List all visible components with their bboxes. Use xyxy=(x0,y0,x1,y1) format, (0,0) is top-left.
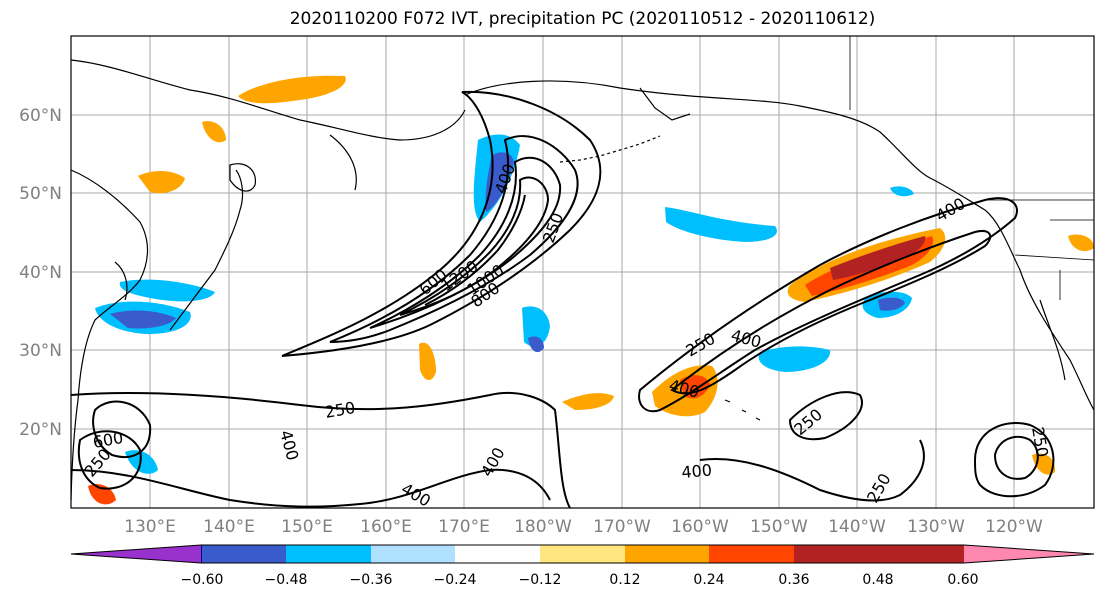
north-america-coast xyxy=(464,80,1095,411)
kamchatka-coast xyxy=(329,134,357,191)
colorbar-swatch xyxy=(794,545,878,563)
ivt-contours xyxy=(70,90,1055,509)
colorbar-extend-max xyxy=(964,545,1094,563)
lon-label: 140°W xyxy=(828,517,886,537)
aleutian-islands xyxy=(559,135,661,163)
precip-anomaly-positive xyxy=(1068,234,1094,252)
contour-400 xyxy=(329,135,579,343)
precip-anomaly-positive xyxy=(202,121,226,143)
colorbar-extend-min xyxy=(71,545,201,563)
precip-anomaly-negative xyxy=(890,186,914,197)
precip-anomaly-negative xyxy=(110,310,176,329)
lon-label: 120°W xyxy=(985,517,1043,537)
hokkaido-coast xyxy=(229,163,257,192)
colorbar-tick-label: −0.60 xyxy=(181,572,224,588)
contour-400-subtropical xyxy=(70,468,551,508)
lat-label: 20°N xyxy=(19,420,62,440)
colorbar-swatch xyxy=(709,545,794,563)
colorbar-tick-label: 0.60 xyxy=(947,572,978,588)
colorbar-swatch xyxy=(625,545,709,563)
hawaii-islands xyxy=(724,399,761,421)
contour-800 xyxy=(399,176,550,316)
lat-label: 60°N xyxy=(19,106,62,126)
latitude-labels: 60°N 50°N 40°N 30°N 20°N xyxy=(19,106,62,440)
colorbar-outline xyxy=(70,544,1095,564)
colorbar-swatch xyxy=(201,545,202,563)
lat-label: 50°N xyxy=(19,184,62,204)
baja-coast xyxy=(1039,299,1066,381)
colorbar-tick-label: −0.36 xyxy=(350,572,393,588)
precip-anomaly-positive xyxy=(562,393,614,410)
precip-anomaly-negative xyxy=(758,346,831,372)
contour-400-south xyxy=(699,439,925,502)
colorbar-swatch xyxy=(371,545,455,563)
colorbar-tick-label: 0.24 xyxy=(693,572,724,588)
colorbar-swatch xyxy=(540,545,625,563)
contour-400-west xyxy=(77,430,142,490)
longitude-labels: 130°E 140°E 150°E 160°E 170°E 180°W 170°… xyxy=(124,517,1043,537)
precip-anomaly-positive xyxy=(419,342,436,381)
graticule xyxy=(71,36,1094,508)
contour-250-se xyxy=(973,422,1055,498)
precip-anomaly-positive xyxy=(238,75,346,104)
precip-anomaly-positive xyxy=(138,171,185,194)
korea-coast xyxy=(114,261,128,301)
precip-anomaly-negative xyxy=(522,306,550,347)
colorbar-tick-label: 0.36 xyxy=(778,572,809,588)
contour-250-hawaii xyxy=(788,391,863,441)
colorbar-swatch xyxy=(286,545,371,563)
colorbar-swatch xyxy=(878,545,963,563)
map-frame xyxy=(70,35,1095,509)
colorbar-swatch xyxy=(963,545,964,563)
lon-label: 180°W xyxy=(514,517,572,537)
colorbar-swatch xyxy=(455,545,540,563)
lon-label: 170°E xyxy=(438,517,490,537)
coastlines xyxy=(70,36,1095,501)
colorbar-swatch xyxy=(202,545,286,563)
lat-label: 30°N xyxy=(19,341,62,361)
lat-label: 40°N xyxy=(19,263,62,283)
colorbar-tick-label: −0.12 xyxy=(519,572,562,588)
contour-400-se xyxy=(993,435,1039,480)
colorbar-ticks: −0.60 −0.48 −0.36 −0.24 −0.12 0.12 0.24 … xyxy=(181,572,979,588)
colorbar-tick-label: −0.48 xyxy=(265,572,308,588)
colorbar-tick-label: 0.12 xyxy=(609,572,640,588)
lon-label: 130°E xyxy=(124,517,176,537)
lon-label: 160°W xyxy=(671,517,729,537)
alaska-peninsula xyxy=(639,87,691,121)
east-asia-coast xyxy=(70,169,149,501)
precip-anomaly-negative xyxy=(665,207,777,242)
lon-label: 170°W xyxy=(593,517,651,537)
colorbar xyxy=(70,544,1095,564)
precip-anomaly-positive xyxy=(830,236,926,280)
lon-label: 130°W xyxy=(907,517,965,537)
contour-250-subtropical xyxy=(70,391,571,509)
lon-label: 150°W xyxy=(750,517,808,537)
lon-label: 140°E xyxy=(203,517,255,537)
map-title: 2020110200 F072 IVT, precipitation PC (2… xyxy=(289,9,876,29)
contour-400-ne-pacific xyxy=(670,230,992,395)
precip-anomaly-negative xyxy=(878,297,905,311)
contour-600-west xyxy=(92,400,152,458)
japan-coast xyxy=(169,169,244,331)
contour-250 xyxy=(281,90,602,357)
precip-shading xyxy=(88,75,1094,505)
colorbar-tick-label: −0.24 xyxy=(434,572,477,588)
precip-anomaly-negative xyxy=(528,336,544,353)
lon-label: 160°E xyxy=(360,517,412,537)
lon-label: 150°E xyxy=(281,517,333,537)
contour-label: 400 xyxy=(681,460,713,482)
precip-anomaly-negative xyxy=(119,279,215,302)
contour-1000 xyxy=(424,194,526,306)
political-borders xyxy=(849,36,1095,300)
siberia-coast xyxy=(70,59,466,141)
colorbar-tick-label: 0.48 xyxy=(862,572,893,588)
